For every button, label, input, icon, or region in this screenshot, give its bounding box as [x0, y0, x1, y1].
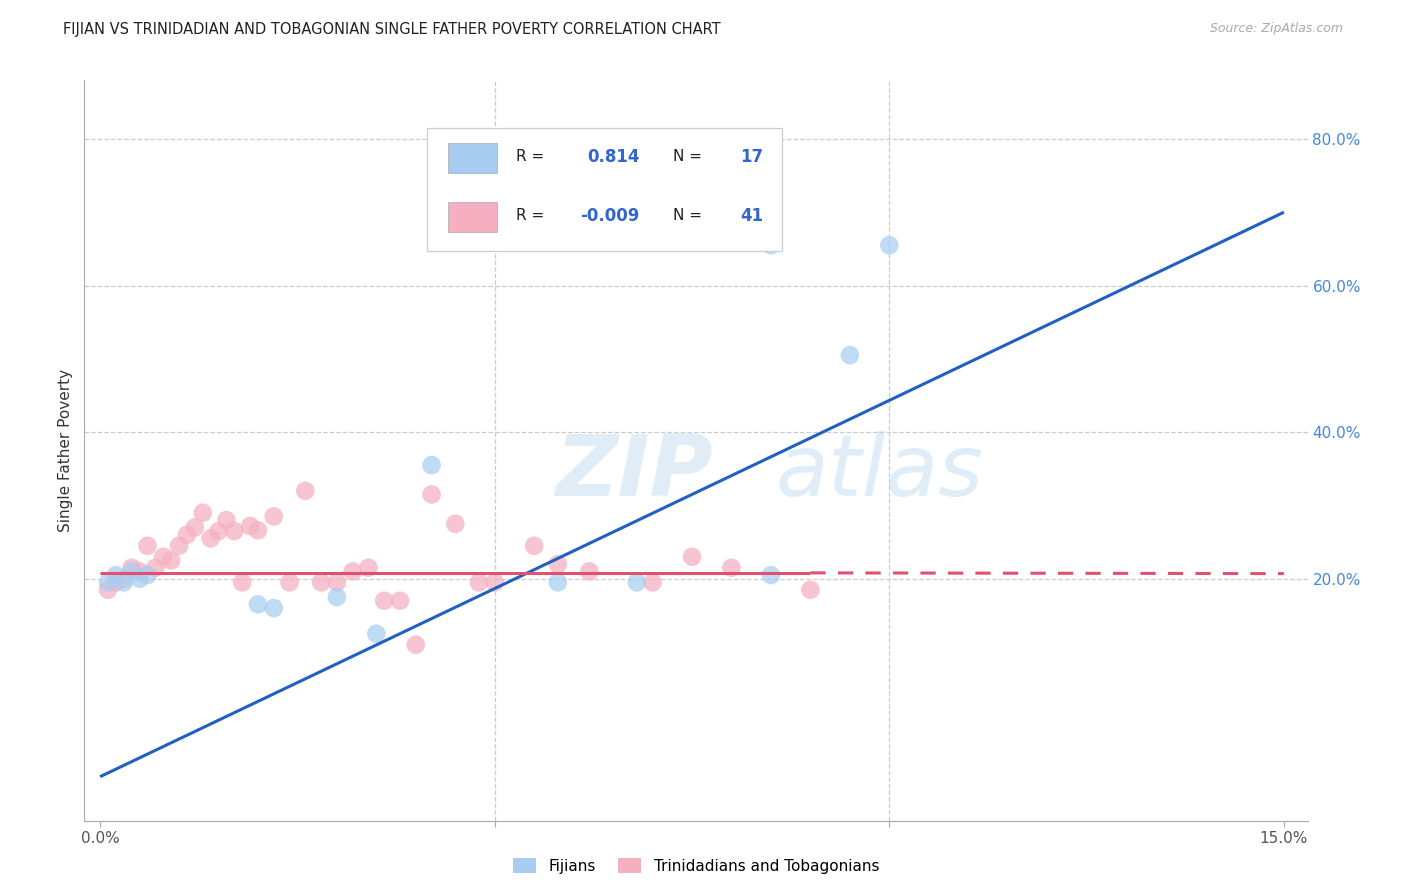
Point: [215, 513, 238, 527]
Point: [104, 568, 127, 582]
Point: [136, 539, 159, 553]
Point: [176, 528, 198, 542]
Text: N =: N =: [672, 149, 702, 164]
Point: [121, 560, 143, 574]
Point: [357, 560, 380, 574]
Point: [145, 560, 167, 574]
Text: FIJIAN VS TRINIDADIAN AND TOBAGONIAN SINGLE FATHER POVERTY CORRELATION CHART: FIJIAN VS TRINIDADIAN AND TOBAGONIAN SIN…: [63, 22, 721, 37]
Point: [294, 483, 316, 498]
Text: ZIP: ZIP: [555, 431, 713, 514]
Point: [207, 524, 229, 538]
Point: [167, 539, 190, 553]
Text: 0.814: 0.814: [588, 147, 640, 166]
Point: [97, 582, 120, 597]
Point: [420, 458, 443, 472]
Text: atlas: atlas: [776, 431, 983, 514]
FancyBboxPatch shape: [447, 144, 496, 173]
Y-axis label: Single Father Poverty: Single Father Poverty: [58, 369, 73, 532]
Point: [523, 539, 546, 553]
Point: [366, 626, 388, 640]
Text: R =: R =: [516, 149, 544, 164]
Text: N =: N =: [672, 208, 702, 223]
FancyBboxPatch shape: [427, 128, 782, 251]
Point: [160, 553, 183, 567]
Point: [263, 601, 285, 615]
Point: [112, 575, 135, 590]
Point: [128, 572, 150, 586]
Point: [405, 638, 427, 652]
Point: [879, 238, 901, 252]
Point: [578, 565, 600, 579]
Point: [484, 575, 506, 590]
Point: [263, 509, 285, 524]
Point: [373, 593, 395, 607]
Point: [112, 572, 135, 586]
Point: [246, 524, 269, 538]
Point: [389, 593, 412, 607]
Text: R =: R =: [516, 208, 544, 223]
Point: [547, 557, 569, 571]
Point: [759, 568, 782, 582]
Point: [468, 575, 491, 590]
Point: [626, 575, 648, 590]
Text: 17: 17: [740, 147, 763, 166]
Legend: Fijians, Trinidadians and Tobagonians: Fijians, Trinidadians and Tobagonians: [506, 852, 886, 880]
Point: [191, 506, 214, 520]
Text: -0.009: -0.009: [579, 207, 640, 225]
Point: [231, 575, 253, 590]
Point: [420, 487, 443, 501]
Point: [239, 519, 262, 533]
Point: [184, 520, 207, 534]
FancyBboxPatch shape: [447, 202, 496, 232]
Point: [121, 565, 143, 579]
Point: [128, 565, 150, 579]
Text: Source: ZipAtlas.com: Source: ZipAtlas.com: [1209, 22, 1343, 36]
Point: [326, 575, 349, 590]
Point: [641, 575, 664, 590]
Point: [759, 238, 782, 252]
Point: [838, 348, 860, 362]
Point: [547, 575, 569, 590]
Point: [309, 575, 332, 590]
Point: [444, 516, 467, 531]
Point: [720, 560, 742, 574]
Point: [97, 575, 120, 590]
Point: [104, 575, 127, 590]
Point: [152, 549, 174, 564]
Point: [278, 575, 301, 590]
Point: [799, 582, 821, 597]
Point: [326, 590, 349, 604]
Point: [200, 532, 222, 546]
Point: [136, 568, 159, 582]
Text: 41: 41: [740, 207, 763, 225]
Point: [681, 549, 703, 564]
Point: [342, 565, 364, 579]
Point: [246, 598, 269, 612]
Point: [224, 524, 246, 538]
